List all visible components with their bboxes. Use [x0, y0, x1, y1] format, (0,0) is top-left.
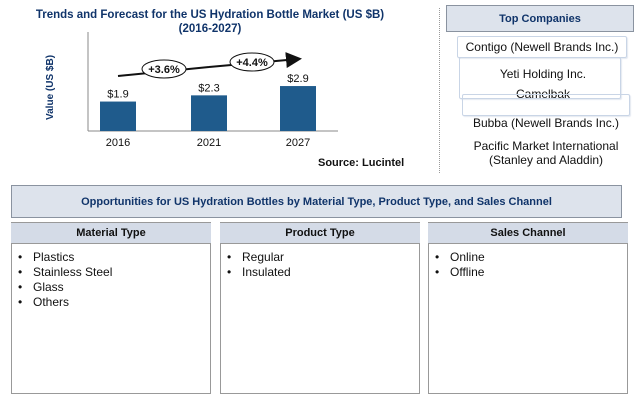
x-tick-label: 2016 — [106, 137, 130, 149]
segment-title: Material Type — [11, 223, 211, 244]
bar-2021 — [191, 95, 227, 131]
segment-material-type: Material Type Plastics Stainless Steel G… — [11, 222, 211, 394]
chart-divider — [439, 8, 440, 173]
cagr-arrows-layer: +3.6% +4.4% — [117, 52, 302, 79]
list-item: Glass — [18, 280, 210, 295]
opportunities-header: Opportunities for US Hydration Bottles b… — [11, 185, 622, 218]
list-item: Insulated — [227, 265, 419, 280]
company-yeti: Yeti Holding Inc. — [499, 67, 587, 81]
y-axis-label: Value (US $B) — [45, 55, 56, 120]
data-label: $2.3 — [198, 82, 219, 94]
company-pacific-market: Pacific Market International (Stanley an… — [473, 139, 619, 167]
list-item: Offline — [435, 265, 627, 280]
bar-chart: Value (US $B) $1.9 2016 $2.3 2021 $2.9 2027 +… — [45, 32, 338, 149]
x-tick-label: 2027 — [286, 137, 310, 149]
segment-product-type: Product Type Regular Insulated — [220, 222, 420, 394]
cagr-badge — [229, 52, 275, 72]
chart-title-line2: (2016-2027) — [178, 23, 242, 35]
company-bubba: Bubba (Newell Brands Inc.) — [472, 116, 620, 130]
x-tick-label: 2021 — [197, 137, 221, 149]
segment-list: Online Offline — [429, 250, 627, 280]
chart-title-line1: Trends and Forecast for the US Hydration… — [35, 9, 385, 21]
chart-title: Trends and Forecast for the US Hydration… — [10, 8, 410, 36]
list-item: Others — [18, 295, 210, 310]
segment-title: Product Type — [220, 223, 420, 244]
list-item: Stainless Steel — [18, 265, 210, 280]
segment-list: Plastics Stainless Steel Glass Others — [12, 250, 210, 310]
company-box-underlay — [462, 94, 630, 116]
company-contigo: Contigo (Newell Brands Inc.) — [457, 36, 627, 58]
segment-list: Regular Insulated — [221, 250, 419, 280]
company-box-yeti-camelbak — [459, 57, 621, 99]
top-companies-header: Top Companies — [446, 5, 634, 32]
list-item: Plastics — [18, 250, 210, 265]
bar-2027 — [280, 86, 316, 131]
segment-sales-channel: Sales Channel Online Offline — [428, 222, 628, 394]
list-item: Regular — [227, 250, 419, 265]
segment-title: Sales Channel — [428, 223, 628, 244]
data-label: $1.9 — [107, 89, 128, 101]
cagr-label: +3.6% — [148, 64, 180, 76]
cagr-label: +4.4% — [236, 57, 268, 69]
list-item: Online — [435, 250, 627, 265]
chart-source: Source: Lucintel — [318, 157, 405, 169]
data-label: $2.9 — [287, 73, 308, 85]
bars-layer: $1.9 2016 $2.3 2021 $2.9 2027 — [100, 73, 316, 149]
cagr-badge — [141, 59, 187, 79]
bar-2016 — [100, 101, 136, 131]
